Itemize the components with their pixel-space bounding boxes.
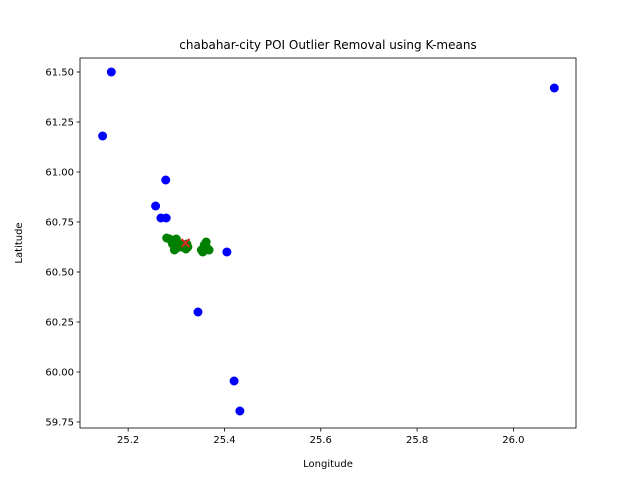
y-tick-label: 59.75 (45, 418, 74, 429)
y-tick-label: 60.75 (45, 218, 74, 229)
outlier-point (106, 67, 116, 77)
y-tick-label: 60.25 (45, 318, 74, 329)
x-tick-label: 25.6 (310, 435, 332, 446)
outlier-point (98, 131, 108, 141)
inlier-point (169, 245, 179, 255)
chart-title: chabahar-city POI Outlier Removal using … (179, 38, 476, 52)
plot-area (98, 67, 559, 416)
y-tick-label: 60.00 (45, 368, 74, 379)
x-tick-label: 25.2 (117, 435, 139, 446)
outlier-point (161, 175, 171, 185)
x-tick-label: 25.4 (213, 435, 235, 446)
outlier-point (229, 376, 239, 386)
y-axis-label: Latitude (14, 222, 25, 263)
y-tick-label: 61.00 (45, 168, 74, 179)
outlier-point (161, 213, 171, 223)
inlier-point (199, 243, 209, 253)
x-axis-label: Longitude (303, 459, 353, 470)
y-tick-label: 61.25 (45, 118, 74, 129)
axis-ticks: 25.2 25.4 25.6 25.8 26.0 59.75 60.00 60.25 60.50… (45, 68, 524, 447)
outlier-point (193, 307, 203, 317)
outlier-point (549, 83, 559, 93)
axes-frame (79, 57, 577, 429)
y-tick-label: 60.50 (45, 268, 74, 279)
outlier-point (222, 247, 232, 257)
x-tick-label: 25.8 (406, 435, 428, 446)
centroid-point (180, 238, 191, 248)
x-tick-label: 26.0 (502, 435, 524, 446)
y-tick-label: 61.50 (45, 68, 74, 79)
outlier-point (151, 201, 161, 211)
outlier-point (235, 406, 245, 416)
